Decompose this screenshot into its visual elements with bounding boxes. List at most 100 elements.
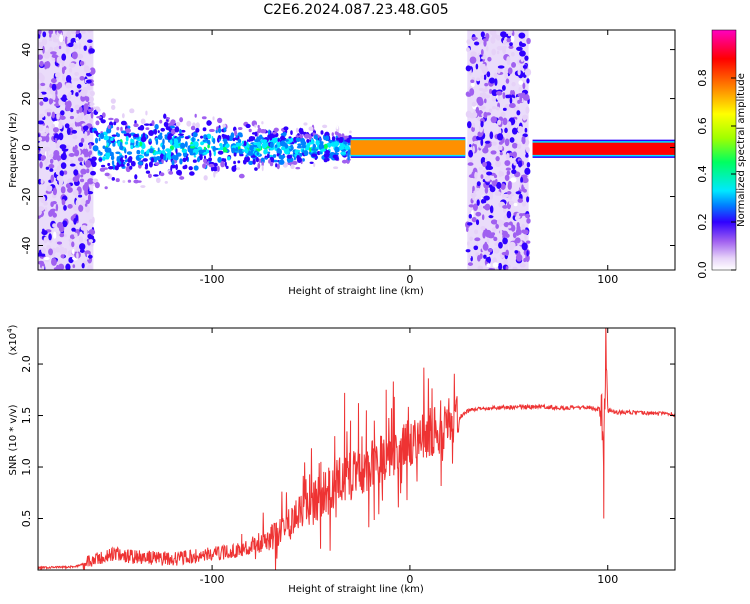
colorbar-tick-label: 0.4 xyxy=(696,165,709,183)
heatmap-cell xyxy=(524,55,529,61)
heatmap-cell xyxy=(55,170,61,175)
heatmap-cell xyxy=(477,265,484,270)
heatmap-cell xyxy=(55,246,60,253)
heatmap-cell xyxy=(99,132,105,140)
heatmap-cell xyxy=(78,236,84,243)
heatmap-cell xyxy=(471,126,475,132)
heatmap-cell xyxy=(124,128,131,134)
heatmap-cell xyxy=(232,137,236,142)
heatmap-cell xyxy=(75,214,79,222)
heatmap-cell xyxy=(517,198,524,203)
heatmap-cell xyxy=(295,127,299,133)
heatmap-cell xyxy=(45,63,50,67)
heatmap-cell xyxy=(48,233,52,241)
snr-panel: -100 0 100 0.5 1.0 1.5 2.0 Height of straight… xyxy=(6,324,676,595)
heatmap-cell xyxy=(127,179,132,183)
heatmap-cell xyxy=(472,185,475,192)
heatmap-cell xyxy=(76,84,82,89)
heatmap-cell xyxy=(486,258,491,263)
heatmap-cell xyxy=(510,51,515,57)
heatmap-cell xyxy=(125,135,129,142)
heatmap-cell xyxy=(86,190,94,195)
heatmap-cell xyxy=(486,171,493,176)
heatmap-cell xyxy=(126,162,130,167)
heatmap-cell xyxy=(41,230,48,236)
heatmap-cell xyxy=(315,140,320,146)
heatmap-cell xyxy=(313,162,316,168)
heatmap-cell xyxy=(481,63,486,68)
heatmap-cell xyxy=(480,226,486,231)
heatmap-cell xyxy=(84,250,91,256)
heatmap-cell xyxy=(192,159,197,163)
heatmap-cell xyxy=(120,130,127,134)
heatmap-cell xyxy=(283,126,289,131)
heatmap-cell xyxy=(164,134,168,138)
heatmap-cell xyxy=(75,38,80,42)
heatmap-cell xyxy=(53,46,59,51)
heatmap-cell xyxy=(204,138,209,142)
heatmap-cell xyxy=(95,120,100,126)
heatmap-cell xyxy=(518,213,524,217)
heatmap-cell xyxy=(207,139,211,146)
heatmap-cell xyxy=(107,124,111,130)
heatmap-cell xyxy=(159,132,163,136)
heatmap-cell xyxy=(285,143,288,149)
heatmap-cell xyxy=(504,67,509,75)
heatmap-cell xyxy=(277,138,280,142)
heatmap-cell xyxy=(520,57,524,62)
heatmap-cell xyxy=(301,158,305,162)
heatmap-cell xyxy=(208,163,215,168)
heatmap-cell xyxy=(194,141,199,148)
heatmap-line-core xyxy=(532,142,675,155)
heatmap-cell xyxy=(155,162,160,166)
heatmap-cell xyxy=(478,166,484,170)
heatmap-cell xyxy=(254,167,258,171)
heatmap-cell xyxy=(524,68,532,77)
heatmap-cell xyxy=(52,92,56,101)
heatmap-cell xyxy=(502,107,507,111)
heatmap-cell xyxy=(173,155,179,161)
heatmap-cell xyxy=(475,219,480,226)
heatmap-cell xyxy=(129,165,133,170)
heatmap-cell xyxy=(509,97,513,104)
heatmap-cell xyxy=(300,122,304,129)
heatmap-cell xyxy=(53,267,61,270)
heatmap-cell xyxy=(244,155,251,163)
heatmap-cell xyxy=(341,159,348,164)
heatmap-cell xyxy=(54,133,59,139)
heatmap-cell xyxy=(168,148,172,153)
heatmap-cell xyxy=(469,56,477,64)
heatmap-cell xyxy=(136,149,140,155)
heatmap-cell xyxy=(489,193,494,200)
heatmap-cell xyxy=(78,142,84,148)
heatmap-cell xyxy=(77,116,84,121)
heatmap-cell xyxy=(251,136,256,141)
heatmap-cell xyxy=(53,149,60,158)
heatmap-cell xyxy=(173,138,179,145)
heatmap-cell xyxy=(124,154,128,159)
heatmap-cell xyxy=(468,149,474,158)
heatmap-cell xyxy=(60,162,67,169)
heatmap-cell xyxy=(61,199,66,206)
heatmap-cell xyxy=(59,144,67,150)
heatmap-cell xyxy=(82,148,89,156)
heatmap-cell xyxy=(522,82,526,90)
heatmap-cell xyxy=(199,154,203,161)
heatmap-cell xyxy=(45,108,52,113)
heatmap-cell xyxy=(500,112,506,117)
heatmap-cell xyxy=(480,49,484,56)
heatmap-cell xyxy=(197,138,200,142)
heatmap-cell xyxy=(485,32,490,40)
heatmap-cell xyxy=(502,194,505,199)
heatmap-cell xyxy=(71,129,78,134)
heatmap-cell xyxy=(502,237,508,245)
heatmap-cell xyxy=(121,113,125,119)
heatmap-cell xyxy=(66,30,71,38)
heatmap-cell xyxy=(67,250,73,257)
heatmap-cell xyxy=(174,126,180,133)
heatmap-cell xyxy=(163,121,169,128)
heatmap-cell xyxy=(336,125,339,130)
heatmap-cell xyxy=(40,179,44,184)
heatmap-cell xyxy=(467,222,473,226)
heatmap-cell xyxy=(508,241,516,249)
